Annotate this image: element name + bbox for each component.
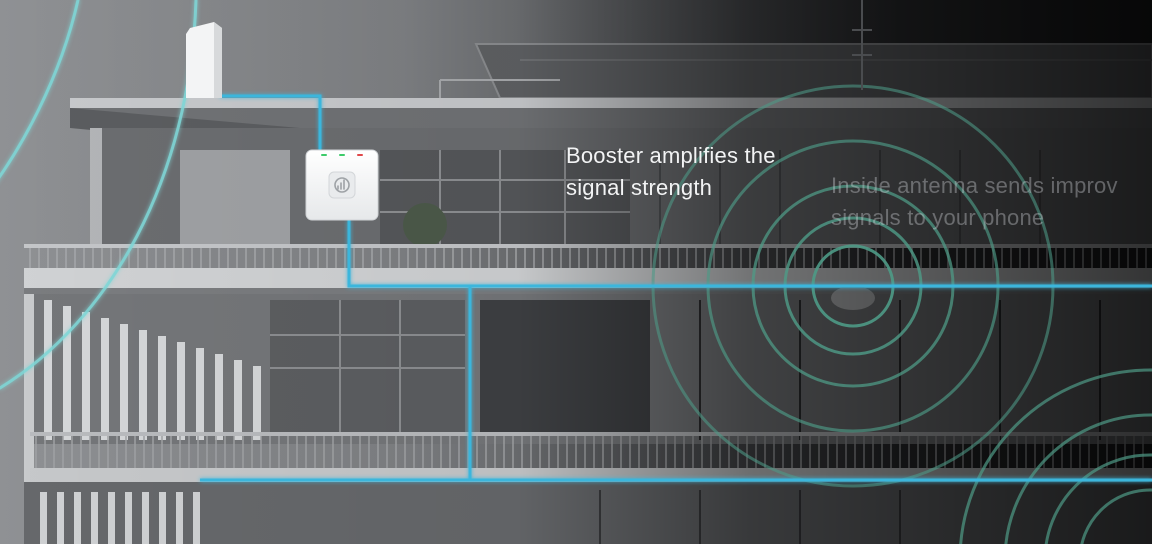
- rooftop-mast: [852, 0, 872, 90]
- antenna-caption: Inside antenna sends improv signals to y…: [831, 170, 1152, 234]
- inside-wave: [1080, 488, 1152, 544]
- booster-caption-line-2: signal strength: [566, 175, 713, 200]
- signal-bars-logo-icon: [334, 177, 350, 193]
- antenna-caption-line-1: Inside antenna sends improv: [831, 173, 1118, 198]
- booster-led-1: [321, 154, 327, 156]
- booster-led-2: [339, 154, 345, 156]
- outside-antenna-icon: [186, 22, 222, 98]
- booster-unit: [305, 149, 379, 221]
- booster-caption-line-1: Booster amplifies the: [566, 143, 776, 168]
- inside-wave: [1004, 413, 1152, 544]
- inside-wave: [959, 368, 1152, 544]
- outside-wave: [0, 0, 80, 179]
- booster-to-inside-antenna-cable: [347, 220, 1152, 288]
- signal-cables: [200, 94, 1152, 482]
- booster-caption: Booster amplifies the signal strength: [566, 140, 826, 204]
- booster-led-3: [357, 154, 363, 156]
- antenna-to-booster-cable: [220, 94, 322, 150]
- antenna-caption-line-2: signals to your phone: [831, 205, 1045, 230]
- inside-wave: [1044, 453, 1152, 544]
